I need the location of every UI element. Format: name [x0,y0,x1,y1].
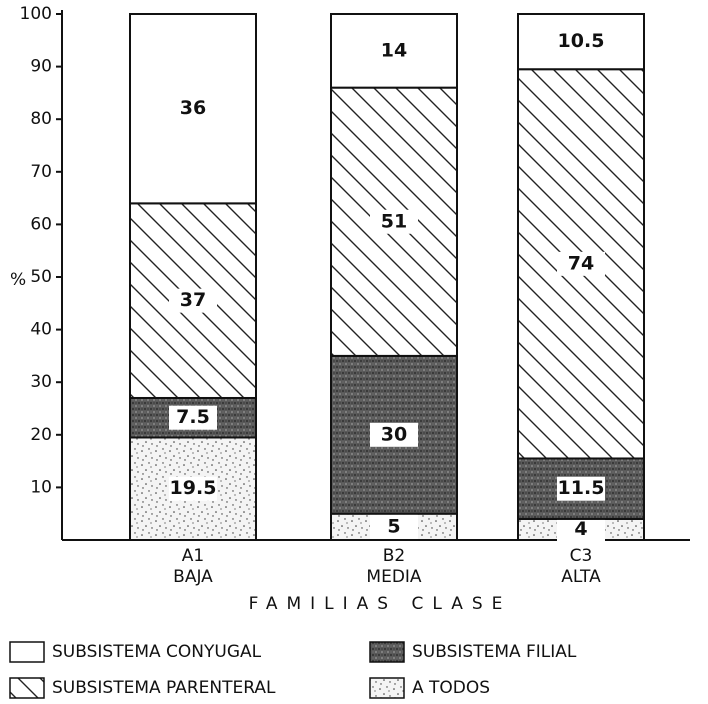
y-tick-label: 70 [30,162,52,182]
label-box [169,476,217,501]
legend-label: A TODOS [412,678,490,698]
y-tick-label: 90 [30,57,52,77]
label-box [370,514,418,539]
x-tick-sublabel: BAJA [173,567,213,587]
y-tick-label: 100 [20,4,52,24]
value-label: 5 [387,515,400,537]
legend-label: SUBSISTEMA PARENTERAL [52,678,276,698]
y-tick-label: 40 [30,320,52,340]
bar-segment [129,13,257,205]
bar-segment [517,13,645,71]
value-label: 14 [381,39,407,61]
y-tick-label: 10 [30,477,52,497]
label-box [169,288,217,313]
value-label: 7.5 [176,406,210,428]
value-label: 11.5 [558,477,605,499]
legend-swatch [369,641,405,663]
x-tick-sublabel: ALTA [561,567,601,587]
y-tick-label: 50 [30,267,52,287]
label-box [370,422,418,447]
value-label: 10.5 [558,30,605,52]
x-tick-sublabel: MEDIA [366,567,422,587]
value-label: 37 [180,289,206,311]
legend-swatch [9,677,45,699]
x-tick-label: C3 [570,546,593,566]
legend-label: SUBSISTEMA CONYUGAL [52,642,262,662]
legend-label: SUBSISTEMA FILIAL [412,642,577,662]
y-tick-label: 30 [30,372,52,392]
x-tick-label: B2 [383,546,405,566]
label-box [557,251,605,276]
legend-swatch [9,641,45,663]
bar-segment [330,13,458,89]
label-box [169,405,217,430]
value-label: 4 [574,518,587,540]
x-axis-label: FAMILIAS CLASE [249,594,512,614]
y-axis-label: % [10,270,26,290]
label-box [557,517,605,542]
label-box [370,209,418,234]
value-label: 36 [180,97,206,119]
value-label: 30 [381,423,407,445]
y-tick-label: 80 [30,109,52,129]
label-box [557,476,605,501]
value-label: 74 [568,252,594,274]
value-label: 51 [381,210,407,232]
value-label: 19.5 [170,477,217,499]
legend-swatch [369,677,405,699]
y-tick-label: 60 [30,214,52,234]
y-tick-label: 20 [30,425,52,445]
x-tick-label: A1 [182,546,204,566]
